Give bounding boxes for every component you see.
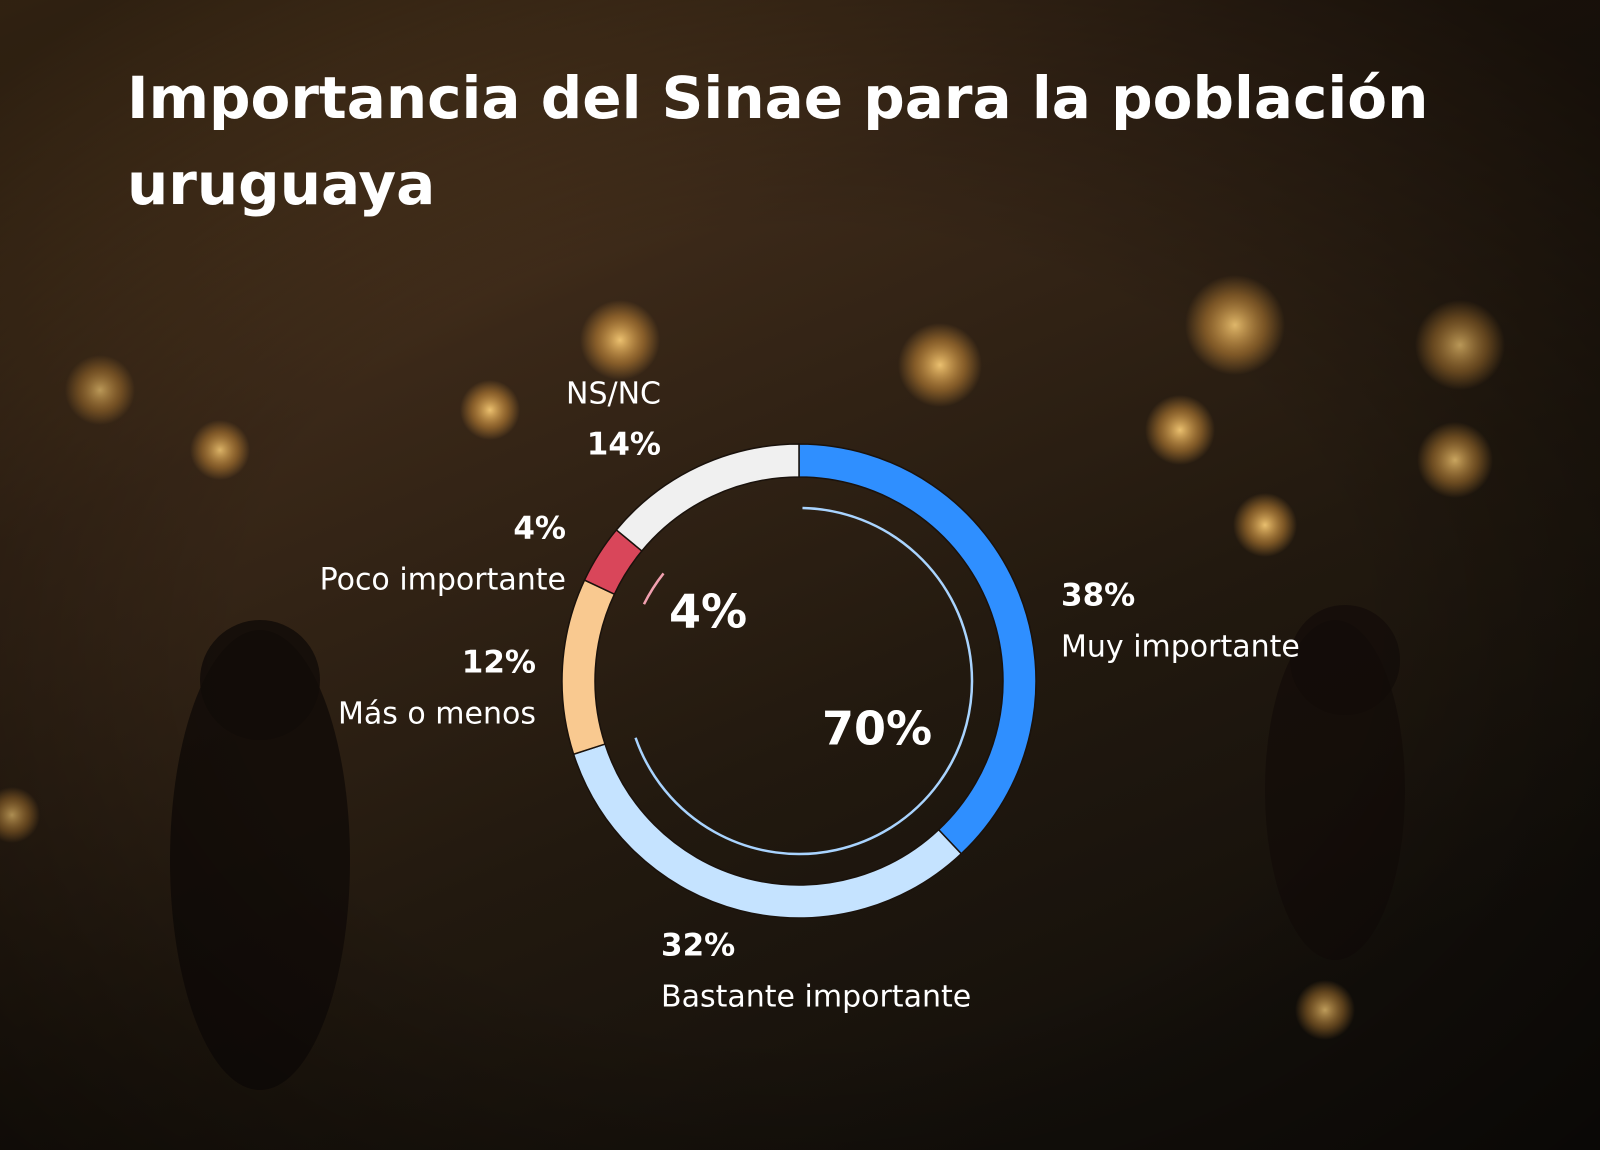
summary-arc — [634, 506, 974, 856]
donut-segment — [615, 443, 800, 553]
value-label: 14% — [587, 427, 661, 463]
category-label: Muy importante — [1061, 630, 1300, 665]
chart-title-line-1: Importancia del Sinae para la población u… — [127, 64, 1428, 218]
summary-label: 4% — [669, 585, 747, 639]
value-label: 32% — [661, 928, 735, 964]
value-label: 4% — [513, 511, 566, 547]
category-label: NS/NC — [566, 377, 661, 412]
category-label: Más o menos — [338, 697, 536, 732]
category-label: Poco importante — [320, 563, 566, 598]
summary-label: 70% — [822, 702, 932, 756]
value-label: 12% — [462, 645, 536, 681]
summary-arc — [642, 572, 665, 605]
value-label: 38% — [1061, 578, 1135, 614]
category-label: Bastante importante — [661, 980, 971, 1015]
